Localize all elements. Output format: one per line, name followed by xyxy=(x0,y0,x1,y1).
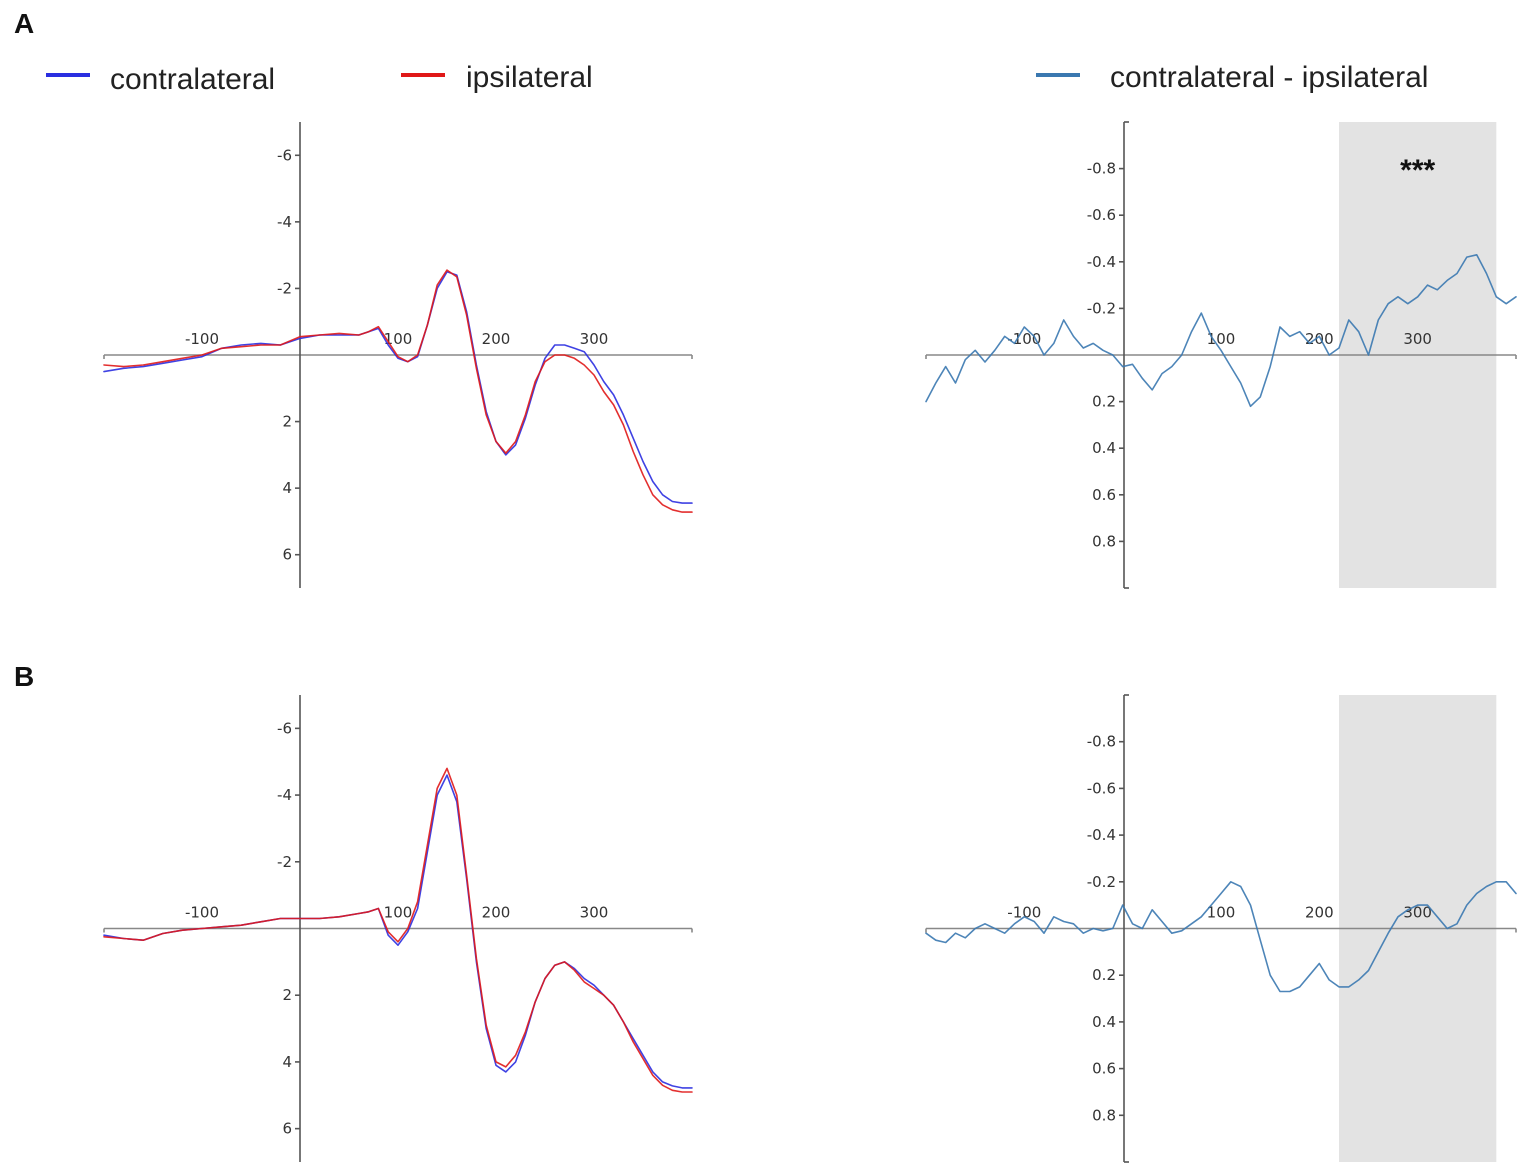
chart-b-erp: -100 100 200 300 -6 -4 -2 2 4 6 xyxy=(103,695,693,1162)
b-erp-y-tick-label: -6 xyxy=(277,719,292,737)
a-erp-y-tick-label: -6 xyxy=(277,146,292,164)
a-diff-y-tick-label: -0.8 xyxy=(1087,160,1116,178)
a-erp-y-tick-label: -2 xyxy=(277,279,292,297)
a-erp-y-tick-label: 6 xyxy=(282,546,292,564)
b-diff-x-tick-label: 100 xyxy=(1207,904,1236,922)
chart-b-difference: -100 100 200 300-0.8-0.6-0.4-0.20.20.40.60.… xyxy=(925,694,1517,1163)
a-erp-x-tick-label: 300 xyxy=(580,330,609,348)
b-erp-y-tick-label: -4 xyxy=(277,786,292,804)
b-erp-y-tick-label: -2 xyxy=(277,853,292,871)
a-erp-x-tick-label: -100 xyxy=(185,330,219,348)
b-erp-x-tick-label: 200 xyxy=(482,904,511,922)
b-erp-series-contralateral xyxy=(103,774,693,1089)
panel-label-b: B xyxy=(14,661,34,692)
a-diff-x-tick-label: 300 xyxy=(1403,330,1432,348)
a-erp-y-tick-label: 2 xyxy=(282,413,292,431)
a-diff-y-tick-label: 0.2 xyxy=(1092,393,1116,411)
legend-label-contralateral: contralateral xyxy=(110,63,275,96)
a-erp-series-contralateral xyxy=(103,271,693,504)
a-diff-y-tick-label: 0.8 xyxy=(1092,532,1116,550)
b-erp-y-tick-label: 2 xyxy=(282,986,292,1004)
chart-a-difference: -100 100 200 300-0.8-0.6-0.4-0.20.20.40.60.… xyxy=(925,121,1517,589)
b-diff-y-tick-label: -0.2 xyxy=(1087,873,1116,891)
a-diff-y-tick-label: -0.2 xyxy=(1087,299,1116,317)
b-diff-y-tick-label: -0.6 xyxy=(1087,779,1116,797)
a-diff-y-tick-label: 0.6 xyxy=(1092,486,1116,504)
b-diff-series-difference xyxy=(925,881,1517,993)
legend: contralateral ipsilateral contralateral … xyxy=(46,61,1428,96)
legend-label-ipsilateral: ipsilateral xyxy=(466,61,593,94)
b-erp-y-tick-label: 6 xyxy=(282,1120,292,1138)
a-diff-series-difference xyxy=(925,254,1517,408)
b-erp-series-ipsilateral xyxy=(103,767,693,1093)
legend-label-difference: contralateral - ipsilateral xyxy=(1110,61,1428,94)
a-diff-y-tick-label: -0.6 xyxy=(1087,206,1116,224)
b-diff-x-tick-label: 200 xyxy=(1305,904,1334,922)
chart-a-erp: -100 100 200 300 -6 -4 -2 2 4 6 xyxy=(103,122,693,588)
b-diff-x-tick-label: -100 xyxy=(1007,904,1041,922)
b-diff-y-tick-label: -0.4 xyxy=(1087,826,1116,844)
b-erp-x-tick-label: 100 xyxy=(384,904,413,922)
b-diff-y-tick-label: 0.2 xyxy=(1092,966,1116,984)
b-erp-x-tick-label: 300 xyxy=(580,904,609,922)
b-diff-y-tick-label: 0.6 xyxy=(1092,1060,1116,1078)
panel-label-a: A xyxy=(14,8,34,39)
b-erp-y-tick-label: 4 xyxy=(282,1053,292,1071)
a-diff-x-tick-label: 200 xyxy=(1305,330,1334,348)
b-diff-y-tick-label: 0.8 xyxy=(1092,1106,1116,1124)
a-diff-significance-annotation: *** xyxy=(1400,154,1435,187)
a-erp-x-tick-label: 200 xyxy=(482,330,511,348)
a-diff-y-tick-label: -0.4 xyxy=(1087,253,1116,271)
b-erp-x-tick-label: -100 xyxy=(185,904,219,922)
a-erp-y-tick-label: -4 xyxy=(277,213,292,231)
b-diff-y-tick-label: 0.4 xyxy=(1092,1013,1116,1031)
a-erp-y-tick-label: 4 xyxy=(282,479,292,497)
a-diff-x-tick-label: 100 xyxy=(1207,330,1236,348)
b-diff-y-tick-label: -0.8 xyxy=(1087,733,1116,751)
a-erp-x-tick-label: 100 xyxy=(384,330,413,348)
a-erp-series-ipsilateral xyxy=(103,269,693,513)
a-diff-y-tick-label: 0.4 xyxy=(1092,439,1116,457)
